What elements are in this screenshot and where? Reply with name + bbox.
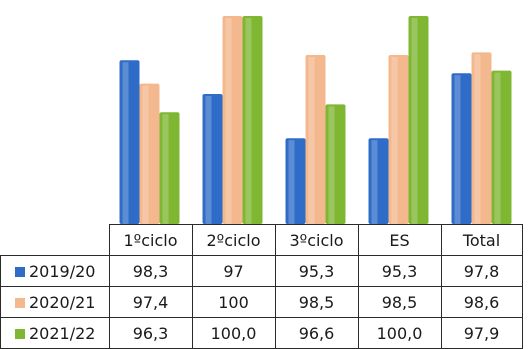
bar-plot	[119, 16, 512, 225]
bar-2019/20-ES	[368, 138, 389, 224]
bar-highlight	[474, 54, 481, 225]
data-label: 98,5	[274, 286, 359, 318]
legend-entry: 2021/22	[0, 317, 110, 349]
category-label: 1ºciclo	[108, 224, 193, 256]
bar-2020/21-Total	[471, 52, 492, 225]
bar-2021/22-1ºciclo	[159, 112, 180, 224]
bar-highlight	[122, 62, 129, 225]
bar-2019/20-3ºciclo	[285, 138, 306, 224]
bar-highlight	[391, 57, 398, 224]
bar-highlight	[245, 18, 252, 224]
bar-2021/22-ES	[408, 16, 429, 224]
data-label: 95,3	[357, 255, 442, 287]
bar-highlight	[328, 106, 335, 224]
data-label: 96,6	[274, 317, 359, 349]
table-row: 2020/21 97,4 100 98,5 98,5 98,6	[0, 286, 523, 318]
legend-entry: 2019/20	[0, 255, 110, 287]
series-name: 2020/21	[29, 292, 96, 312]
data-label: 97,4	[108, 286, 193, 318]
legend-entry: 2020/21	[0, 286, 110, 318]
data-label: 95,3	[274, 255, 359, 287]
bar-highlight	[142, 85, 149, 224]
bar-2020/21-3ºciclo	[305, 55, 326, 224]
legend-swatch	[15, 266, 25, 277]
data-label: 96,3	[108, 317, 193, 349]
bar-2021/22-2ºciclo	[242, 16, 263, 224]
bar-highlight	[205, 96, 212, 224]
data-label: 100,0	[191, 317, 276, 349]
data-label: 98,6	[440, 286, 523, 318]
data-label: 100,0	[357, 317, 442, 349]
bar-highlight	[162, 114, 169, 224]
data-table: 1ºciclo 2ºciclo 3ºciclo ES Total 2019/20…	[0, 224, 523, 349]
series-name: 2021/22	[29, 323, 96, 343]
data-label: 97,9	[440, 317, 523, 349]
table-corner	[0, 224, 110, 256]
table-row: 2019/20 98,3 97 95,3 95,3 97,8	[0, 255, 523, 287]
bar-2019/20-2ºciclo	[202, 94, 223, 224]
bar-2021/22-Total	[491, 70, 512, 224]
table-row: 2021/22 96,3 100,0 96,6 100,0 97,9	[0, 317, 523, 349]
data-label: 98,3	[108, 255, 193, 287]
bar-highlight	[454, 75, 461, 224]
bar-highlight	[308, 57, 315, 224]
legend-swatch	[15, 328, 25, 339]
table-header-row: 1ºciclo 2ºciclo 3ºciclo ES Total	[0, 224, 523, 256]
category-label: 2ºciclo	[191, 224, 276, 256]
category-label: 3ºciclo	[274, 224, 359, 256]
legend-swatch	[15, 297, 25, 308]
bar-highlight	[371, 140, 378, 224]
category-label: ES	[357, 224, 442, 256]
data-label: 100	[191, 286, 276, 318]
category-label: Total	[440, 224, 523, 256]
bar-2020/21-2ºciclo	[222, 16, 243, 224]
bar-2020/21-ES	[388, 55, 409, 224]
bar-2019/20-Total	[451, 73, 472, 224]
bar-2019/20-1ºciclo	[119, 60, 140, 225]
bar-2020/21-1ºciclo	[139, 83, 160, 224]
bar-highlight	[288, 140, 295, 224]
bar-highlight	[494, 72, 501, 224]
series-name: 2019/20	[29, 261, 96, 281]
data-label: 97,8	[440, 255, 523, 287]
bar-highlight	[411, 18, 418, 224]
bar-2021/22-3ºciclo	[325, 104, 346, 224]
data-label: 97	[191, 255, 276, 287]
bar-highlight	[225, 18, 232, 224]
data-label: 98,5	[357, 286, 442, 318]
